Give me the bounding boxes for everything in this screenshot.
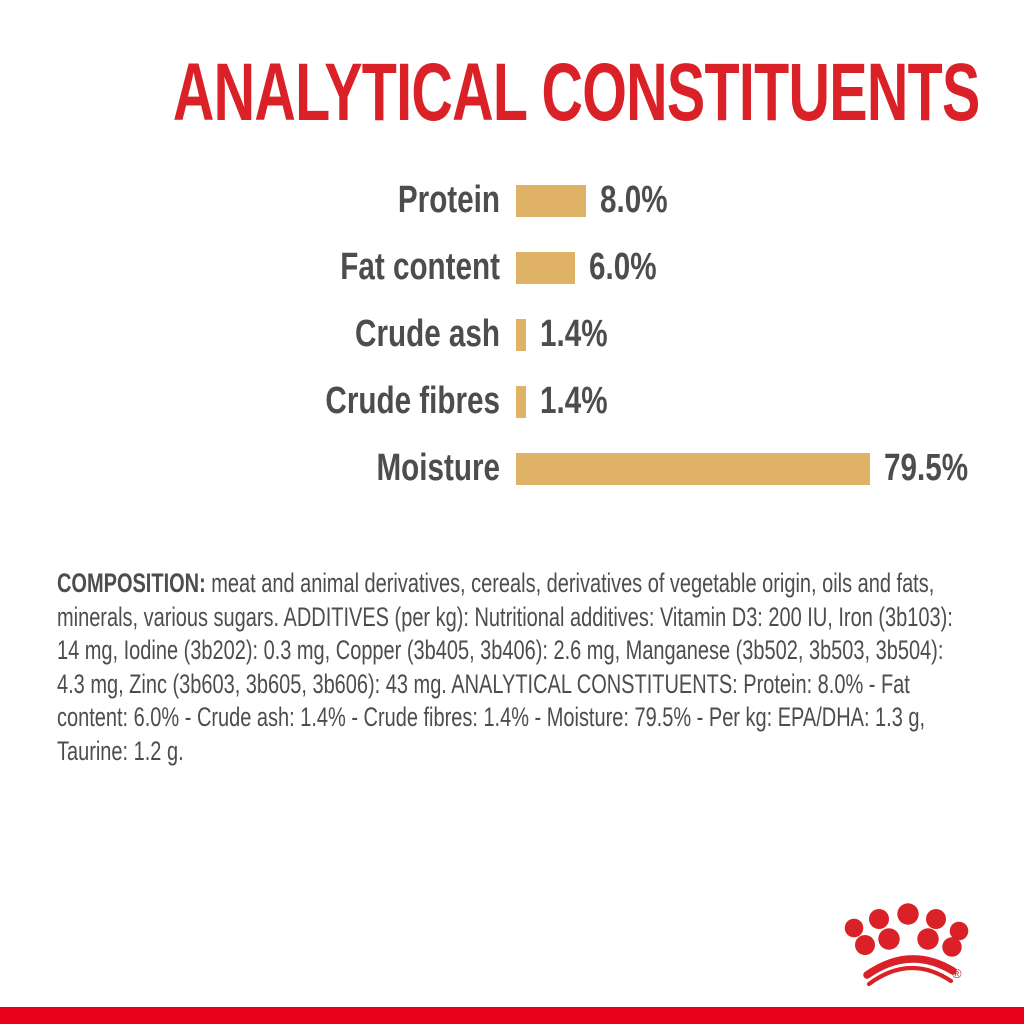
crown-arc-upper bbox=[863, 955, 957, 979]
bar-label: Protein bbox=[397, 179, 500, 221]
footer-red-bar bbox=[0, 1007, 1024, 1024]
composition-lead: COMPOSITION: bbox=[57, 568, 206, 598]
chart-row: Crude fibres 1.4% bbox=[0, 368, 1024, 435]
bar-label: Moisture bbox=[376, 447, 500, 489]
bar bbox=[516, 452, 870, 485]
bar-value: 8.0% bbox=[600, 179, 668, 221]
bar-label: Crude fibres bbox=[325, 380, 500, 422]
chart-row: Protein 8.0% bbox=[0, 167, 1024, 234]
page-title: ANALYTICAL CONSTITUENTS bbox=[172, 47, 980, 138]
page-title-row: ANALYTICAL CONSTITUENTS bbox=[0, 52, 1024, 134]
analytical-constituents-chart: Protein 8.0% Fat content 6.0% Crude ash … bbox=[0, 167, 1024, 502]
chart-row: Crude ash 1.4% bbox=[0, 301, 1024, 368]
composition-body: meat and animal derivatives, cereals, de… bbox=[57, 568, 953, 766]
bar-value: 79.5% bbox=[884, 447, 969, 489]
chart-row: Moisture 79.5% bbox=[0, 435, 1024, 502]
royal-canin-crown-logo-icon: ® bbox=[844, 903, 969, 987]
bar-label: Fat content bbox=[340, 246, 500, 288]
bar-value: 1.4% bbox=[540, 380, 608, 422]
composition-paragraph: COMPOSITION: meat and animal derivatives… bbox=[57, 567, 969, 768]
bar bbox=[516, 385, 526, 418]
registered-mark: ® bbox=[952, 966, 962, 981]
bar-label: Crude ash bbox=[355, 313, 500, 355]
bar bbox=[516, 318, 526, 351]
chart-row: Fat content 6.0% bbox=[0, 234, 1024, 301]
bar-value: 6.0% bbox=[589, 246, 657, 288]
bar-value: 1.4% bbox=[540, 313, 608, 355]
bar bbox=[516, 184, 586, 217]
bar bbox=[516, 251, 575, 284]
crown-dots bbox=[844, 903, 969, 957]
crown-arc-lower bbox=[866, 965, 954, 987]
